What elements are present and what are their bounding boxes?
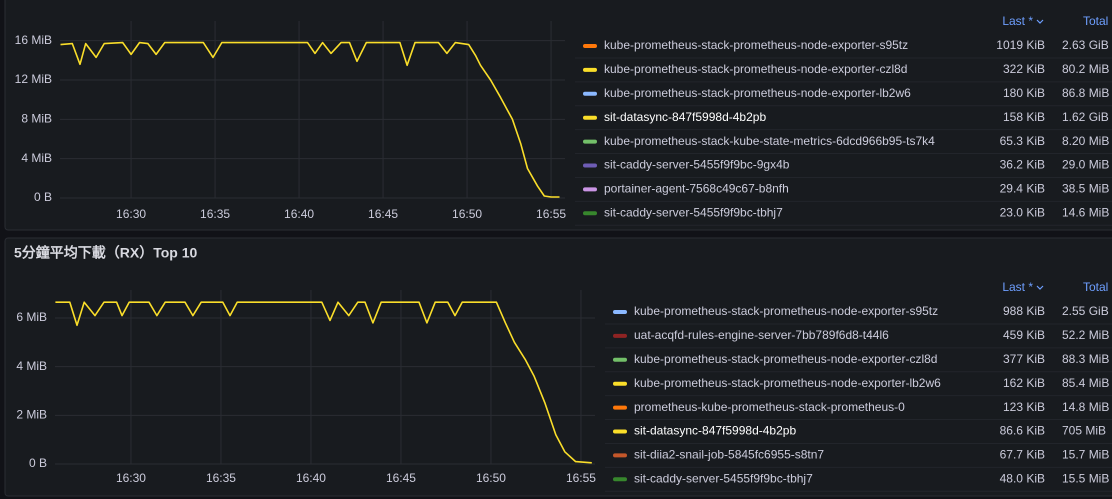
panel-title: 5分鐘平均下載（RX）Top 10	[14, 245, 198, 261]
y-tick-label: 4 MiB	[21, 151, 52, 165]
x-tick-label: 16:40	[284, 207, 314, 221]
legend-last: 377 KiB	[1003, 352, 1045, 366]
y-tick-label: 16 MiB	[15, 33, 52, 47]
legend-total: 15.7 MiB	[1062, 448, 1109, 462]
x-tick-label: 16:45	[386, 471, 416, 485]
x-tick-label: 16:55	[536, 207, 566, 221]
legend-last: 48.0 KiB	[1000, 471, 1045, 485]
y-tick-label: 0 B	[34, 190, 52, 204]
legend-total: 80.2 MiB	[1062, 62, 1109, 76]
legend-total: 88.3 MiB	[1062, 352, 1109, 366]
legend-total: 29.0 MiB	[1062, 158, 1109, 172]
series-line	[60, 41, 560, 198]
x-tick-label: 16:35	[200, 207, 230, 221]
legend-name: sit-diia2-snail-job-5845fc6955-s8tn7	[634, 448, 824, 462]
legend-last: 29.4 KiB	[1000, 182, 1045, 196]
legend-name: kube-prometheus-stack-prometheus-node-ex…	[604, 38, 908, 52]
x-tick-label: 16:30	[116, 471, 146, 485]
legend-name: portainer-agent-7568c49c67-b8nfh	[604, 182, 789, 196]
legend-total: 85.4 MiB	[1062, 376, 1109, 390]
legend-swatch	[613, 333, 627, 338]
legend-last: 23.0 KiB	[1000, 205, 1045, 219]
legend-header: Last *	[1002, 280, 1033, 294]
legend-swatch	[613, 357, 627, 362]
legend-swatch	[613, 405, 627, 410]
x-tick-label: 16:30	[116, 207, 146, 221]
legend-last: 988 KiB	[1003, 304, 1045, 318]
legend-last: 67.7 KiB	[1000, 448, 1045, 462]
y-tick-label: 12 MiB	[15, 72, 52, 86]
legend-swatch	[583, 44, 597, 48]
y-tick-label: 2 MiB	[16, 408, 47, 422]
legend-last: 322 KiB	[1003, 62, 1045, 76]
legend-swatch	[613, 453, 627, 458]
legend-swatch	[613, 429, 627, 434]
legend-total: 15.5 MiB	[1062, 471, 1109, 485]
legend-last: 1019 KiB	[996, 38, 1045, 52]
legend-header: Total	[1083, 14, 1108, 28]
legend-total: 38.5 MiB	[1062, 182, 1109, 196]
legend-name: sit-caddy-server-5455f9f9bc-tbhj7	[604, 205, 783, 219]
legend-swatch	[583, 187, 597, 192]
legend-name: kube-prometheus-stack-prometheus-node-ex…	[604, 62, 907, 76]
legend-last: 180 KiB	[1003, 86, 1045, 100]
legend-header: Total	[1083, 280, 1108, 294]
legend-total: 86.8 MiB	[1062, 86, 1109, 100]
legend-swatch	[583, 91, 597, 96]
legend-header: Last *	[1002, 14, 1033, 28]
legend-total: 2.63 GiB	[1062, 38, 1109, 52]
x-tick-label: 16:35	[206, 471, 236, 485]
y-tick-label: 8 MiB	[21, 112, 52, 126]
sort-icon	[1036, 285, 1044, 290]
legend-name: kube-prometheus-stack-prometheus-node-ex…	[604, 86, 911, 100]
legend-swatch	[583, 163, 597, 168]
legend-last: 123 KiB	[1003, 400, 1045, 414]
x-tick-label: 16:55	[566, 471, 596, 485]
legend-last: 86.6 KiB	[1000, 424, 1045, 438]
legend-total: 8.20 MiB	[1062, 134, 1109, 148]
legend-swatch	[583, 139, 597, 144]
legend-swatch	[583, 67, 597, 72]
y-tick-label: 4 MiB	[16, 359, 47, 373]
x-tick-label: 16:50	[476, 471, 506, 485]
legend-total: 2.55 GiB	[1062, 304, 1109, 318]
legend-total: 1.62 GiB	[1062, 110, 1109, 124]
sort-icon	[1036, 19, 1044, 24]
legend-name: kube-prometheus-stack-prometheus-node-ex…	[634, 304, 938, 318]
legend-last: 459 KiB	[1003, 328, 1045, 342]
y-tick-label: 6 MiB	[16, 310, 47, 324]
legend-name: sit-datasync-847f5998d-4b2pb	[604, 110, 766, 124]
series-line	[55, 301, 592, 464]
legend-swatch	[583, 115, 597, 120]
legend-total: 705 MiB	[1062, 424, 1106, 438]
x-tick-label: 16:40	[296, 471, 326, 485]
legend-last: 36.2 KiB	[1000, 158, 1045, 172]
legend-name: prometheus-kube-prometheus-stack-prometh…	[634, 400, 905, 414]
x-tick-label: 16:45	[368, 207, 398, 221]
legend-name: kube-prometheus-stack-kube-state-metrics…	[604, 134, 935, 148]
legend-name: sit-caddy-server-5455f9f9bc-9gx4b	[604, 158, 790, 172]
x-tick-label: 16:50	[452, 207, 482, 221]
panel	[4, 0, 1112, 231]
legend-last: 162 KiB	[1003, 376, 1045, 390]
legend-last: 65.3 KiB	[1000, 134, 1045, 148]
legend-swatch	[613, 477, 627, 482]
legend-last: 158 KiB	[1003, 110, 1045, 124]
legend-swatch	[613, 310, 627, 314]
legend-swatch	[583, 211, 597, 216]
legend-name: kube-prometheus-stack-prometheus-node-ex…	[634, 376, 941, 390]
legend-name: uat-acqfd-rules-engine-server-7bb789f6d8…	[634, 328, 889, 342]
legend-total: 14.8 MiB	[1062, 400, 1109, 414]
legend-swatch	[613, 381, 627, 386]
legend-total: 52.2 MiB	[1062, 328, 1109, 342]
legend-total: 14.6 MiB	[1062, 205, 1109, 219]
y-tick-label: 0 B	[29, 456, 47, 470]
legend-name: kube-prometheus-stack-prometheus-node-ex…	[634, 352, 937, 366]
legend-name: sit-caddy-server-5455f9f9bc-tbhj7	[634, 471, 813, 485]
legend-name: sit-datasync-847f5998d-4b2pb	[634, 424, 796, 438]
